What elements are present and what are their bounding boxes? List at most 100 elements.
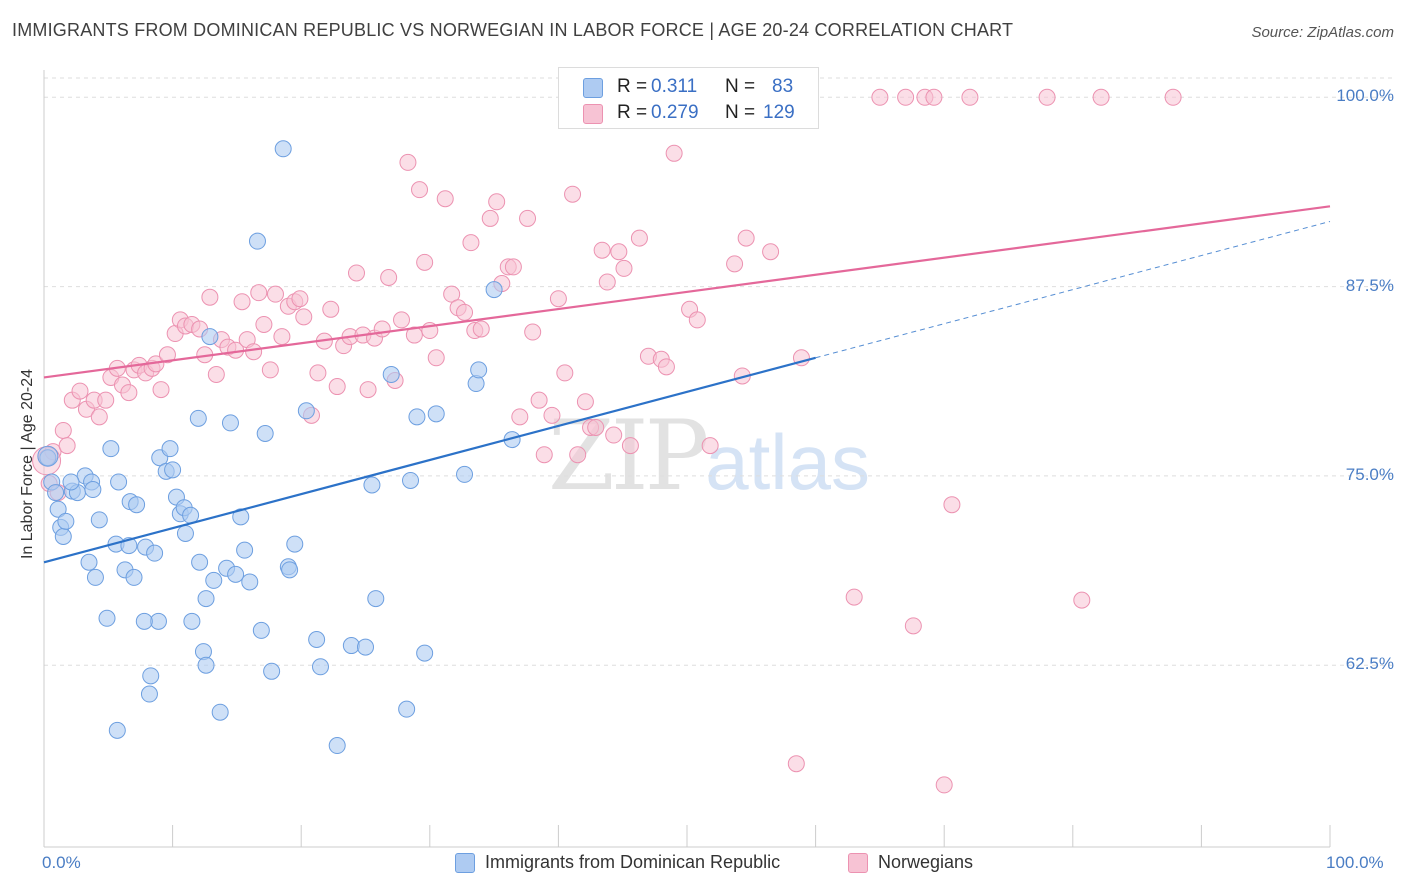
norwegians-point (443, 285, 461, 303)
norwegians-point (943, 496, 961, 514)
norwegians-point (393, 311, 411, 329)
norwegians-point (399, 153, 417, 171)
dominican-point (84, 481, 102, 499)
x-tick-label-min: 0.0% (42, 853, 81, 872)
norwegians-point (610, 243, 628, 261)
norwegians-point (961, 88, 979, 106)
norwegians-point (657, 358, 675, 376)
dominican-point (256, 425, 274, 443)
norwegians-points (32, 88, 1182, 794)
legend-r-label: R = (617, 76, 648, 97)
chart-title: IMMIGRANTS FROM DOMINICAN REPUBLIC VS NO… (12, 20, 1014, 40)
dominican-point (311, 658, 329, 676)
dominican-point (135, 612, 153, 630)
legend-r-value: 0.279 (651, 102, 699, 123)
norwegians-point (488, 193, 506, 211)
dominican-point (161, 440, 179, 458)
axes (43, 70, 1331, 848)
norwegians-point (266, 285, 284, 303)
dominican-point (86, 568, 104, 586)
dominican-point (146, 544, 164, 562)
norwegians-point (201, 288, 219, 306)
dominican-point (367, 590, 385, 608)
norwegians-point (576, 393, 594, 411)
norwegians-point (605, 426, 623, 444)
legend-swatch-blue (583, 78, 603, 98)
dominican-point (189, 409, 207, 427)
dominican-point (408, 408, 426, 426)
dominican-point (342, 637, 360, 655)
dominican-point (221, 414, 239, 432)
dominican-point (176, 524, 194, 542)
dominican-point (263, 662, 281, 680)
norwegians-point (845, 588, 863, 606)
dominican-point (110, 473, 128, 491)
norwegians-point (556, 364, 574, 382)
norwegians-point (504, 258, 522, 276)
dominican-point (211, 703, 229, 721)
dominican-point (49, 500, 67, 518)
dominican-point (197, 590, 215, 608)
dominican-trend-line (43, 356, 816, 564)
norwegians-point (481, 209, 499, 227)
dominican-point (142, 667, 160, 685)
dominican-point (308, 630, 326, 648)
norwegians-point (97, 391, 115, 409)
dominican-point (128, 496, 146, 514)
norwegians-point (405, 326, 423, 344)
x-tick-label-max: 100.0% (1326, 853, 1384, 872)
dominican-point (164, 461, 182, 479)
legend-r-value: 0.311 (651, 76, 698, 97)
norwegians-point (411, 181, 429, 199)
norwegians-point (519, 209, 537, 227)
norwegians-trend-line (43, 205, 1331, 379)
norwegians-point (261, 361, 279, 379)
legend-n-label: N = (725, 102, 756, 123)
norwegians-point (630, 229, 648, 247)
norwegians-point (456, 303, 474, 321)
dominican-point (382, 365, 400, 383)
dominican-point (252, 621, 270, 639)
dominican-point (191, 553, 209, 571)
norwegians-point (904, 617, 922, 635)
norwegians-point (688, 311, 706, 329)
norwegians-point (295, 308, 313, 326)
bottom-legend-label-norwegians: Norwegians (878, 852, 974, 872)
norwegians-point (511, 408, 529, 426)
norwegians-point (58, 437, 76, 455)
norwegians-point (897, 88, 915, 106)
norwegians-point (621, 437, 639, 455)
dominican-point (205, 571, 223, 589)
norwegians-point (250, 284, 268, 302)
bottom-legend-swatch-pink (848, 853, 868, 873)
dominican-point (328, 737, 346, 755)
norwegians-point (587, 418, 605, 436)
norwegians-point (1092, 88, 1110, 106)
dominican-point (125, 568, 143, 586)
bottom-legend-label-dominican: Immigrants from Dominican Republic (485, 852, 781, 872)
dominican-point (47, 484, 65, 502)
dominican-point (363, 476, 381, 494)
norwegians-point (593, 241, 611, 259)
norwegians-point (472, 320, 490, 338)
norwegians-point (416, 253, 434, 271)
norwegians-point (535, 446, 553, 464)
norwegians-point (207, 365, 225, 383)
dominican-point (90, 511, 108, 529)
dominican-point (427, 405, 445, 423)
norwegians-point (347, 264, 365, 282)
dominican-point (197, 656, 215, 674)
norwegians-point (787, 755, 805, 773)
norwegians-point (54, 421, 72, 439)
y-tick-label: 62.5% (1345, 654, 1394, 674)
norwegians-point (436, 190, 454, 208)
dominican-point (456, 465, 474, 483)
dominican-point (80, 553, 98, 571)
trend-lines (43, 205, 1331, 564)
source-label: Source: ZipAtlas.com (1251, 24, 1394, 41)
norwegians-point (1073, 591, 1091, 609)
norwegians-point (328, 378, 346, 396)
norwegians-point (726, 255, 744, 273)
dominican-point (248, 232, 266, 250)
dominican-point (485, 281, 503, 299)
